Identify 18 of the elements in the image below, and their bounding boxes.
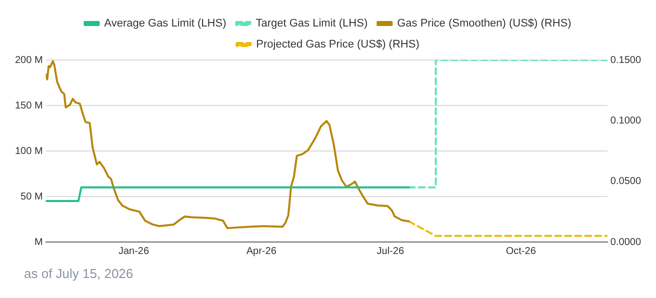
y-tick-label: M bbox=[34, 236, 43, 248]
x-tick-label: Jan-26 bbox=[118, 246, 150, 257]
legend-label: Average Gas Limit (LHS) bbox=[104, 18, 226, 30]
y-tick-label: 50 M bbox=[20, 191, 43, 202]
legend-label: Gas Price (Smoothen) (US$) (RHS) bbox=[397, 18, 572, 30]
text: as of July 15, 2026 bbox=[24, 266, 134, 281]
legend-label: Projected Gas Price (US$) (RHS) bbox=[256, 38, 420, 51]
y2-tick-label: 0.1000 bbox=[610, 115, 642, 126]
x-tick-label: Oct-26 bbox=[506, 246, 536, 257]
x-tick-label: Jul-26 bbox=[376, 246, 404, 257]
legend-label: Target Gas Limit (LHS) bbox=[256, 18, 368, 30]
y2-tick-label: 0.1500 bbox=[610, 54, 642, 66]
x-tick-label: Apr-26 bbox=[246, 246, 277, 257]
y2-tick-label: 0.0500 bbox=[610, 176, 642, 188]
y-tick-label: 200 M bbox=[14, 54, 43, 66]
y2-tick-label: 0.0000 bbox=[610, 236, 642, 248]
y-tick-label: 100 M bbox=[14, 146, 43, 157]
y-tick-label: 150 M bbox=[14, 100, 43, 112]
